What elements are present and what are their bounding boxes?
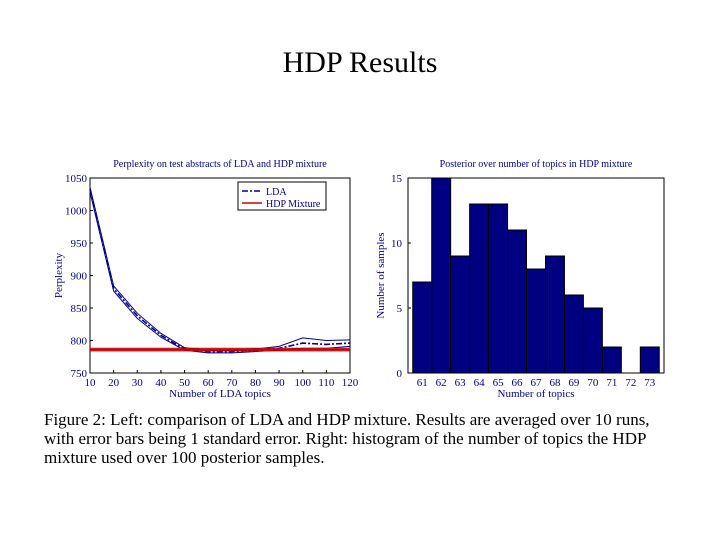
left-y-tick-label: 900 (71, 271, 88, 283)
histogram-bar-63 (450, 255, 471, 374)
legend-label-lda: LDA (266, 187, 287, 198)
right-x-tick-label: 63 (455, 377, 467, 389)
right-x-tick-label: 72 (625, 377, 636, 389)
left-y-tick-label: 950 (71, 238, 88, 250)
histogram-bar-70 (582, 307, 603, 374)
right-x-tick-label: 67 (531, 377, 543, 389)
right-x-tick-label: 62 (436, 377, 447, 389)
right-x-axis-label: Number of topics (498, 388, 575, 400)
right-x-tick-label: 64 (474, 377, 486, 389)
left-chart-title: Perplexity on test abstracts of LDA and … (113, 159, 327, 170)
right-x-tick-label: 65 (493, 377, 505, 389)
left-x-tick-label: 10 (85, 377, 97, 389)
histogram-bar-68 (544, 255, 565, 374)
histogram-bar-62 (431, 177, 452, 374)
right-y-tick-label: 15 (391, 173, 403, 185)
left-x-tick-label: 70 (226, 377, 238, 389)
left-y-tick-label: 750 (71, 368, 88, 380)
right-x-tick-label: 66 (512, 377, 524, 389)
lda-series-line (89, 189, 351, 353)
histogram-bar-73 (639, 346, 660, 374)
left-x-tick-label: 100 (294, 377, 311, 389)
right-y-tick-label: 0 (397, 368, 403, 380)
left-y-tick-label: 1000 (65, 206, 88, 218)
left-x-tick-label: 50 (179, 377, 191, 389)
right-x-tick-label: 61 (417, 377, 428, 389)
right-y-tick-label: 5 (397, 303, 403, 315)
right-x-tick-label: 73 (644, 377, 656, 389)
figure-caption: Figure 2: Left: comparison of LDA and HD… (44, 410, 650, 467)
left-x-axis-label: Number of LDA topics (169, 388, 271, 400)
right-x-tick-label: 70 (587, 377, 599, 389)
left-y-tick-label: 800 (71, 336, 88, 348)
left-y-tick-label: 850 (71, 303, 88, 315)
slide-title: HDP Results (282, 46, 438, 79)
left-x-tick-label: 40 (155, 377, 167, 389)
left-y-axis-label: Perplexity (53, 252, 65, 298)
left-x-tick-label: 80 (250, 377, 262, 389)
left-x-tick-label: 90 (274, 377, 286, 389)
left-legend (237, 181, 327, 211)
right-y-tick-label: 10 (391, 238, 403, 250)
right-x-tick-label: 69 (568, 377, 580, 389)
right-x-tick-label: 71 (606, 377, 617, 389)
legend-label-hdp-mixture: HDP Mixture (266, 199, 321, 210)
histogram-bar-64 (469, 203, 490, 374)
left-x-tick-label: 30 (132, 377, 144, 389)
right-y-axis-label: Number of samples (375, 232, 387, 318)
right-x-tick-label: 68 (549, 377, 561, 389)
left-x-tick-label: 120 (342, 377, 359, 389)
right-chart-title: Posterior over number of topics in HDP m… (440, 159, 633, 170)
histogram-bar-61 (412, 281, 433, 374)
left-y-tick-label: 1050 (65, 173, 88, 185)
left-x-tick-label: 20 (108, 377, 120, 389)
left-x-tick-label: 110 (318, 377, 335, 389)
histogram-bar-65 (488, 203, 509, 374)
histogram-bar-66 (507, 229, 528, 374)
histogram-bar-67 (526, 268, 546, 374)
histogram-bar-69 (563, 294, 584, 374)
histogram-bar-71 (601, 346, 622, 374)
left-x-tick-label: 60 (203, 377, 215, 389)
